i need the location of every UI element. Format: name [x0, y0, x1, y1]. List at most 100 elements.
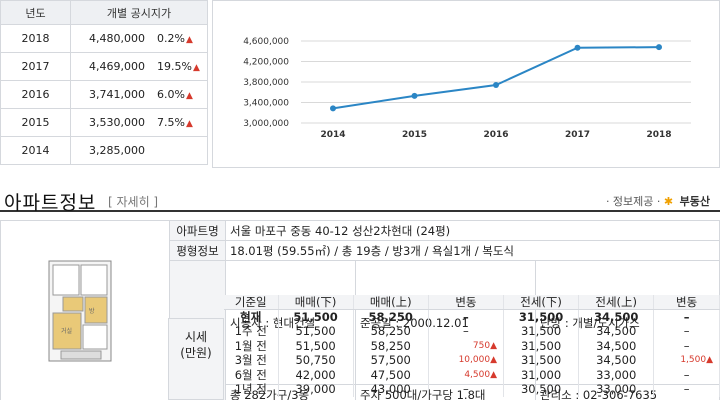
land-price-amount: 4,480,000 — [89, 32, 145, 45]
price-cell-date: 3월 전 — [224, 353, 279, 368]
price-row: 현재 51,500 58,250–31,500 34,500– — [224, 309, 720, 324]
data-point[interactable] — [411, 92, 418, 99]
land-price-change: 19.5% — [157, 60, 192, 73]
series-line — [332, 46, 660, 110]
apt-name-row: 거실 방 아파트명 서울 마포구 중동 40-12 성산2차현대 (24평) — [0, 220, 720, 400]
land-price-chart: 4,600,000 4,200,000 3,800,000 3,400,000 3,00… — [212, 0, 720, 168]
land-price-cell: 3,530,000 7.5%▲ — [70, 108, 208, 137]
land-price-amount: 3,741,000 — [89, 88, 145, 101]
land-price-table: 년도 개별 공시지가 2018 4,480,000 0.2%▲ 2017 4,469,0… — [0, 0, 208, 165]
price-row: 1주 전 51,500 58,250–31,500 34,500– — [224, 324, 720, 339]
price-header-cell: 매매(上) — [353, 295, 429, 310]
apt-detail-link[interactable]: [ 자세히 ] — [108, 195, 159, 209]
data-point[interactable] — [493, 82, 499, 89]
floor-plan-image[interactable]: 거실 방 — [1, 221, 169, 400]
up-arrow-icon: ▲ — [192, 63, 200, 73]
price-header-cell: 전세(上) — [578, 295, 655, 310]
plan-info-label: 평형정보 — [169, 240, 226, 261]
land-price-amount: 3,530,000 — [89, 116, 145, 129]
data-point[interactable] — [330, 105, 336, 112]
land-price-header-row: 년도 개별 공시지가 — [0, 0, 208, 25]
price-cell-jeonse-high: 34,500 — [578, 353, 655, 368]
price-cell-jeonse-low: 31,000 — [503, 367, 580, 382]
data-provider-credit: · 정보제공 · ✱ 부동산 — [606, 193, 710, 209]
y-tick-label: 4,200,000 — [243, 58, 289, 68]
price-cell-sale-low: 39,000 — [278, 382, 354, 397]
price-cell-date: 현재 — [224, 309, 279, 324]
price-cell-jeonse-low: 31,500 — [503, 353, 580, 368]
land-year: 2016 — [0, 80, 71, 109]
price-cell-jeonse-chg: – — [653, 367, 720, 382]
land-price-cell: 3,285,000 — [70, 136, 208, 165]
land-price-change: 0.2% — [157, 32, 185, 45]
plan-info-value: 18.01평 (59.55㎡) / 총 19층 / 방3개 / 욕실1개 / 복… — [225, 240, 720, 261]
price-cell-sale-low: 51,500 — [278, 309, 354, 324]
price-cell-jeonse-low: 31,500 — [503, 309, 580, 324]
x-tick-label: 2016 — [483, 130, 508, 140]
land-year: 2017 — [0, 52, 71, 81]
apt-name-value: 서울 마포구 중동 40-12 성산2차현대 (24평) — [225, 220, 720, 241]
header-price: 개별 공시지가 — [70, 0, 208, 25]
land-price-cell: 4,469,000 19.5%▲ — [70, 52, 208, 81]
price-cell-sale-chg: 10,000▲ — [428, 353, 505, 368]
price-cell-sale-chg: – — [428, 324, 505, 339]
price-header-cell: 변동 — [653, 295, 720, 310]
x-tick-label: 2018 — [646, 130, 671, 140]
svg-text:방: 방 — [89, 307, 95, 315]
data-point[interactable] — [574, 44, 581, 51]
price-cell-sale-high: 43,000 — [353, 382, 429, 397]
land-price-amount: 3,285,000 — [89, 144, 145, 157]
up-arrow-icon: ▲ — [185, 35, 193, 45]
price-cell-sale-high: 58,250 — [353, 309, 429, 324]
price-cell-jeonse-low: 30,500 — [503, 382, 580, 397]
price-cell-sale-chg: 750▲ — [428, 338, 505, 353]
up-arrow-icon: ▲ — [185, 119, 193, 129]
price-row: 6월 전 42,000 47,500 4,500▲ 31,000 33,000– — [224, 367, 720, 382]
price-cell-sale-low: 51,500 — [278, 338, 354, 353]
price-cell-date: 1년 전 — [224, 382, 279, 397]
land-price-amount: 4,469,000 — [89, 60, 145, 73]
x-tick-label: 2015 — [402, 130, 427, 140]
price-cell-sale-high: 58,250 — [353, 338, 429, 353]
data-point[interactable] — [656, 44, 662, 51]
header-year: 년도 — [0, 0, 71, 25]
svg-text:거실: 거실 — [61, 327, 72, 335]
price-cell-sale-high: 58,250 — [353, 324, 429, 339]
chart-svg: 4,600,000 4,200,000 3,800,000 3,400,000 3,00… — [243, 37, 691, 140]
apt-info-title: 아파트정보 — [4, 192, 97, 214]
land-price-row: 2017 4,469,000 19.5%▲ — [0, 52, 208, 81]
land-price-row: 2015 3,530,000 7.5%▲ — [0, 108, 208, 137]
land-price-row: 2014 3,285,000 — [0, 136, 208, 165]
market-price-label: 시세 (만원) — [168, 318, 224, 400]
price-cell-sale-chg: – — [428, 382, 505, 397]
price-header-cell: 전세(下) — [503, 295, 580, 310]
land-price-cell: 4,480,000 0.2%▲ — [70, 24, 208, 53]
price-cell-sale-low: 51,500 — [278, 324, 354, 339]
price-cell-sale-high: 57,500 — [353, 353, 429, 368]
apt-info-header: 아파트정보 [ 자세히 ] · 정보제공 · ✱ 부동산 — [0, 188, 720, 214]
floor-plan-cell: 거실 방 — [0, 220, 170, 400]
price-header-cell: 기준일 — [224, 295, 279, 310]
market-price-table: 기준일 매매(下) 매매(上) 변동 전세(下) 전세(上) 변동 현재 51,500 58,2… — [224, 295, 720, 397]
market-price-label-line2: (만원) — [180, 346, 212, 360]
price-cell-jeonse-high: 33,000 — [578, 382, 655, 397]
price-cell-jeonse-chg: – — [653, 309, 720, 324]
land-year: 2015 — [0, 108, 71, 137]
land-price-row: 2018 4,480,000 0.2%▲ — [0, 24, 208, 53]
apt-plan-row: 평형정보 18.01평 (59.55㎡) / 총 19층 / 방3개 / 욕실1… — [1, 240, 720, 261]
price-cell-jeonse-low: 31,500 — [503, 338, 580, 353]
price-cell-jeonse-chg: – — [653, 382, 720, 397]
price-cell-sale-chg: – — [428, 309, 505, 324]
price-cell-jeonse-chg: – — [653, 338, 720, 353]
price-cell-date: 1주 전 — [224, 324, 279, 339]
price-row: 1월 전 51,500 58,250 750▲ 31,500 34,500– — [224, 338, 720, 353]
price-cell-jeonse-high: 33,000 — [578, 367, 655, 382]
brand-name: 부동산 — [679, 195, 710, 208]
market-price-header-row: 기준일 매매(下) 매매(上) 변동 전세(下) 전세(上) 변동 — [224, 295, 720, 310]
y-tick-label: 3,000,000 — [243, 119, 289, 129]
up-arrow-icon: ▲ — [185, 91, 193, 101]
brand-logo-icon: ✱ — [663, 195, 674, 208]
land-year: 2014 — [0, 136, 71, 165]
y-tick-label: 3,800,000 — [243, 78, 289, 88]
price-cell-date: 1월 전 — [224, 338, 279, 353]
